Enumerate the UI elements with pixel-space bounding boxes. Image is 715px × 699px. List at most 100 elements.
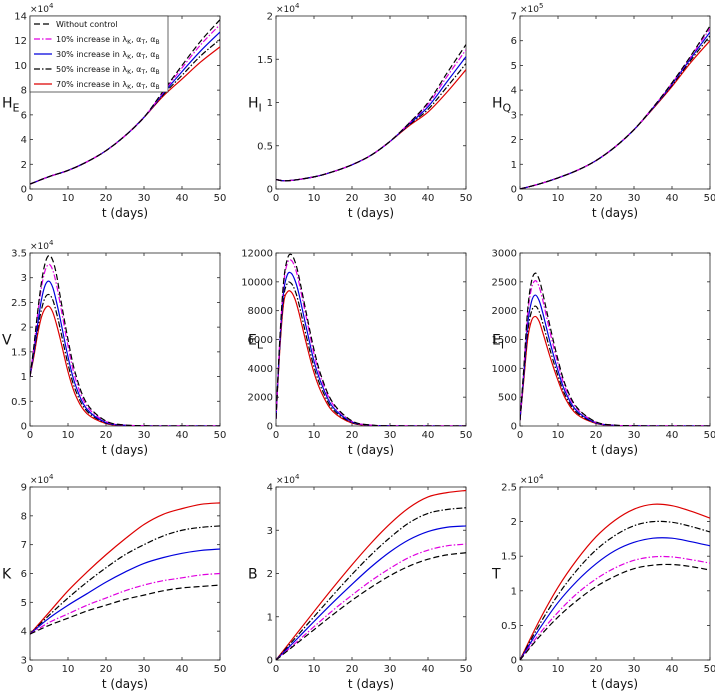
y-tick-label: 2500 (492, 277, 517, 288)
panel-HQ: 0 10 20 30 40 50 0 1 2 3 4 5 6 7×105 t (days) HQ (492, 2, 715, 220)
axis-multiplier: ×104 (30, 2, 54, 15)
y-tick-label: 4 (21, 135, 27, 146)
axes-box (275, 486, 467, 661)
series-line-50pct (276, 63, 466, 182)
y-tick-label: 0 (267, 185, 273, 196)
y-axis-label: K (2, 567, 12, 583)
x-axis-label: t (days) (592, 206, 638, 220)
series-line-without-control (30, 19, 220, 185)
series-line-30pct (520, 537, 710, 660)
panel-K: 0 10 20 30 40 50 3 4 5 6 7 8 9×104 t (days) K (2, 473, 226, 691)
y-tick-label: 2 (21, 323, 27, 334)
x-tick-label: 40 (422, 193, 435, 204)
y-tick-label: 0 (511, 656, 517, 667)
y-axis-label: HI (248, 96, 262, 115)
y-axis-label: EI (492, 333, 504, 352)
x-tick-label: 40 (422, 430, 435, 441)
series-line-30pct (30, 548, 220, 635)
y-tick-label: 2 (511, 517, 517, 528)
series-line-70pct (276, 489, 466, 660)
y-tick-label: 4 (21, 627, 27, 638)
series-line-without-control (520, 563, 710, 660)
y-tick-label: 0 (511, 185, 517, 196)
panel-T: 0 10 20 30 40 50 0 0.5 1 1.5 2 2.5×104 t (days) T (491, 473, 715, 691)
y-tick-label: 500 (498, 393, 517, 404)
x-tick-label: 30 (628, 430, 641, 441)
y-tick-label: 10 (14, 61, 27, 72)
panel-EL: 0 10 20 30 40 50 0 2000 4000 6000 8000 10000 12000 t … (241, 249, 472, 458)
y-tick-label: 12 (14, 36, 27, 47)
x-tick-label: 10 (62, 664, 75, 675)
x-tick-label: 30 (628, 193, 641, 204)
x-tick-label: 40 (176, 430, 189, 441)
y-tick-label: 2 (267, 12, 273, 23)
x-tick-label: 50 (214, 193, 227, 204)
y-tick-label: 4 (511, 86, 517, 97)
y-tick-label: 6 (21, 110, 27, 121)
legend-entry-label: 70% increase in λK, αT, αB (56, 80, 160, 91)
y-tick-label: 3 (511, 110, 517, 121)
x-tick-label: 10 (308, 193, 321, 204)
x-tick-label: 40 (666, 193, 679, 204)
x-tick-label: 30 (138, 430, 151, 441)
axis-multiplier: ×104 (30, 239, 54, 252)
x-tick-label: 40 (666, 430, 679, 441)
x-tick-label: 30 (384, 664, 397, 675)
y-tick-label: 0 (21, 185, 27, 196)
series-line-without-control (30, 254, 220, 426)
axes-box (519, 15, 711, 190)
legend-entry-label: 50% increase in λK, αT, αB (56, 65, 160, 76)
y-tick-label: 1 (511, 586, 517, 597)
x-tick-label: 10 (308, 430, 321, 441)
y-tick-label: 0 (511, 422, 517, 433)
y-tick-label: 7 (511, 12, 517, 23)
x-tick-label: 40 (422, 664, 435, 675)
y-tick-label: 1 (267, 98, 273, 109)
x-tick-label: 20 (346, 664, 359, 675)
y-tick-label: 2 (267, 569, 273, 580)
x-tick-label: 10 (552, 664, 565, 675)
y-tick-label: 0 (21, 422, 27, 433)
x-tick-label: 20 (590, 430, 603, 441)
y-tick-label: 5 (21, 598, 27, 609)
axes-box (275, 15, 467, 190)
x-tick-label: 50 (460, 664, 473, 675)
x-tick-label: 50 (460, 430, 473, 441)
series-line-without-control (520, 25, 710, 189)
x-tick-label: 20 (346, 430, 359, 441)
x-axis-label: t (days) (102, 677, 148, 691)
series-line-without-control (276, 44, 466, 182)
x-tick-label: 20 (346, 193, 359, 204)
series-line-30pct (276, 525, 466, 660)
y-axis-label: V (2, 333, 12, 349)
y-tick-label: 0 (267, 656, 273, 667)
x-tick-label: 50 (704, 664, 715, 675)
x-tick-label: 10 (552, 430, 565, 441)
x-tick-label: 50 (460, 193, 473, 204)
series-line-without-control (520, 272, 710, 426)
x-tick-label: 0 (27, 430, 33, 441)
x-tick-label: 40 (666, 664, 679, 675)
axis-multiplier: ×104 (276, 473, 300, 486)
y-tick-label: 2.5 (501, 483, 517, 494)
x-tick-label: 30 (138, 664, 151, 675)
y-tick-label: 2.5 (11, 298, 27, 309)
y-tick-label: 0.5 (11, 397, 27, 408)
series-line-50pct (276, 507, 466, 660)
x-tick-label: 20 (590, 193, 603, 204)
y-tick-label: 8000 (248, 306, 273, 317)
series-line-10pct (276, 543, 466, 660)
x-tick-label: 20 (100, 193, 113, 204)
y-tick-label: 14 (14, 12, 27, 23)
series-line-30pct (276, 271, 466, 426)
y-tick-label: 9 (21, 483, 27, 494)
x-tick-label: 10 (308, 664, 321, 675)
x-tick-label: 0 (27, 193, 33, 204)
series-line-50pct (520, 520, 710, 660)
x-tick-label: 50 (704, 430, 715, 441)
y-tick-label: 0 (267, 422, 273, 433)
y-tick-label: 2000 (248, 393, 273, 404)
y-tick-label: 1000 (492, 364, 517, 375)
x-axis-label: t (days) (102, 443, 148, 457)
